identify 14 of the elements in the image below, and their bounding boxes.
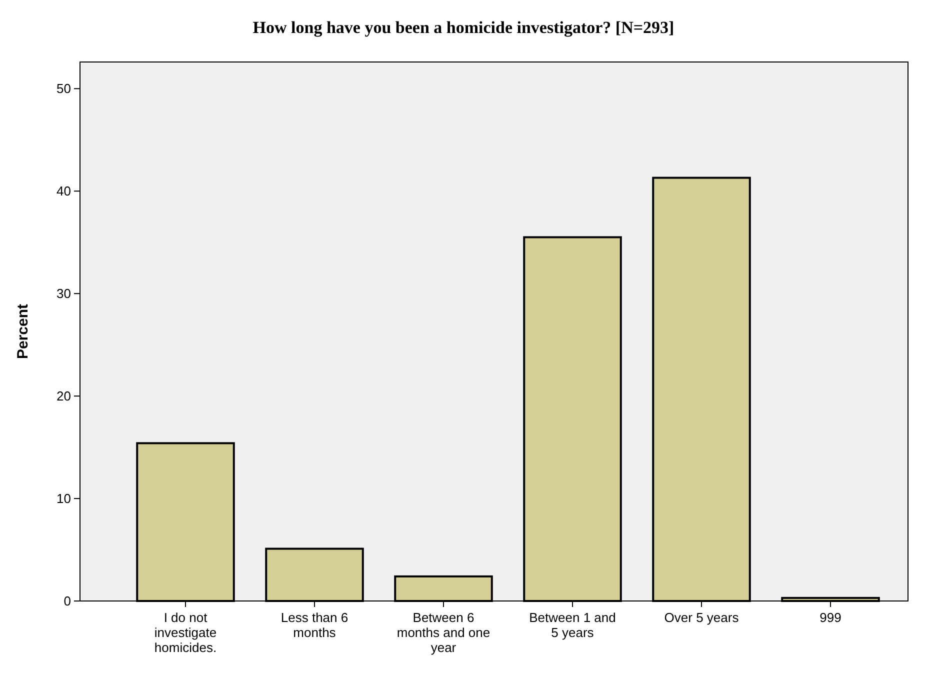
y-tick-label: 40 <box>56 184 71 199</box>
x-tick-label: Over 5 years <box>664 610 740 625</box>
x-tick-label: Less than 6 months <box>280 610 348 640</box>
x-tick-label: Between 6 months and one year <box>396 610 490 655</box>
y-tick-label: 50 <box>56 81 71 96</box>
y-tick-label: 30 <box>56 286 71 302</box>
y-tick-label: 10 <box>56 491 71 506</box>
y-tick-label: 0 <box>64 594 71 609</box>
x-tick-label: 999 <box>820 610 842 625</box>
x-tick-label: I do not investigate homicides. <box>154 610 217 655</box>
y-tick-label: 20 <box>56 388 71 404</box>
x-tick-label: Between 1 and 5 years <box>529 610 616 640</box>
chart-title: How long have you been a homicide investigator? [N=293] <box>252 18 674 37</box>
y-axis-title: Percent <box>14 304 32 360</box>
